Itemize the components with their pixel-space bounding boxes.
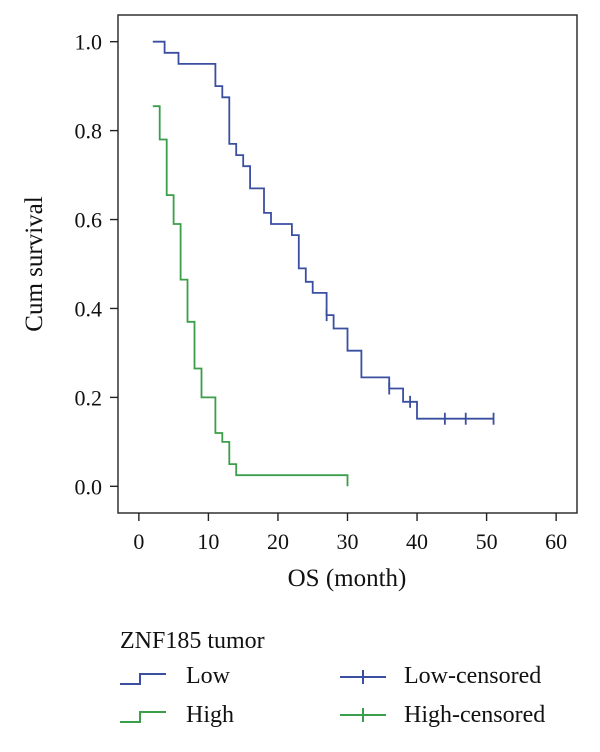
- y-tick-label: 0.8: [75, 119, 103, 144]
- y-tick-label: 0.2: [75, 385, 103, 410]
- legend-title: ZNF185 tumor: [120, 628, 265, 654]
- legend-label-high-censored: High-censored: [404, 702, 545, 728]
- series-line-high: [152, 105, 349, 487]
- legend-label-low: Low: [186, 663, 231, 689]
- x-tick-label: 0: [133, 529, 144, 554]
- legend: ZNF185 tumor Low High Low-censored High-…: [120, 628, 545, 728]
- series-line-low: [152, 40, 494, 420]
- legend-swatch-low: [120, 673, 166, 685]
- x-tick-label: 50: [476, 529, 498, 554]
- legend-swatch-high: [120, 711, 166, 723]
- legend-label-low-censored: Low-censored: [404, 663, 541, 689]
- x-tick-label: 10: [197, 529, 219, 554]
- axes: 0 10 20 30 40 50 60 0.0 0.2 0.4 0.6 0.8 1.0: [75, 30, 568, 554]
- y-tick-label: 0.6: [75, 208, 103, 233]
- series-layer: [152, 40, 495, 487]
- x-tick-label: 20: [267, 529, 289, 554]
- plot-frame: [117, 14, 578, 514]
- x-tick-label: 60: [545, 529, 567, 554]
- x-tick-label: 30: [337, 529, 359, 554]
- x-axis-title: OS (month): [288, 565, 407, 592]
- x-tick-label: 40: [406, 529, 428, 554]
- y-tick-label: 0.0: [75, 474, 103, 499]
- y-axis-title: Cum survival: [21, 196, 48, 331]
- y-tick-label: 0.4: [75, 296, 103, 321]
- legend-label-high: High: [186, 702, 234, 728]
- y-tick-label: 1.0: [75, 30, 103, 55]
